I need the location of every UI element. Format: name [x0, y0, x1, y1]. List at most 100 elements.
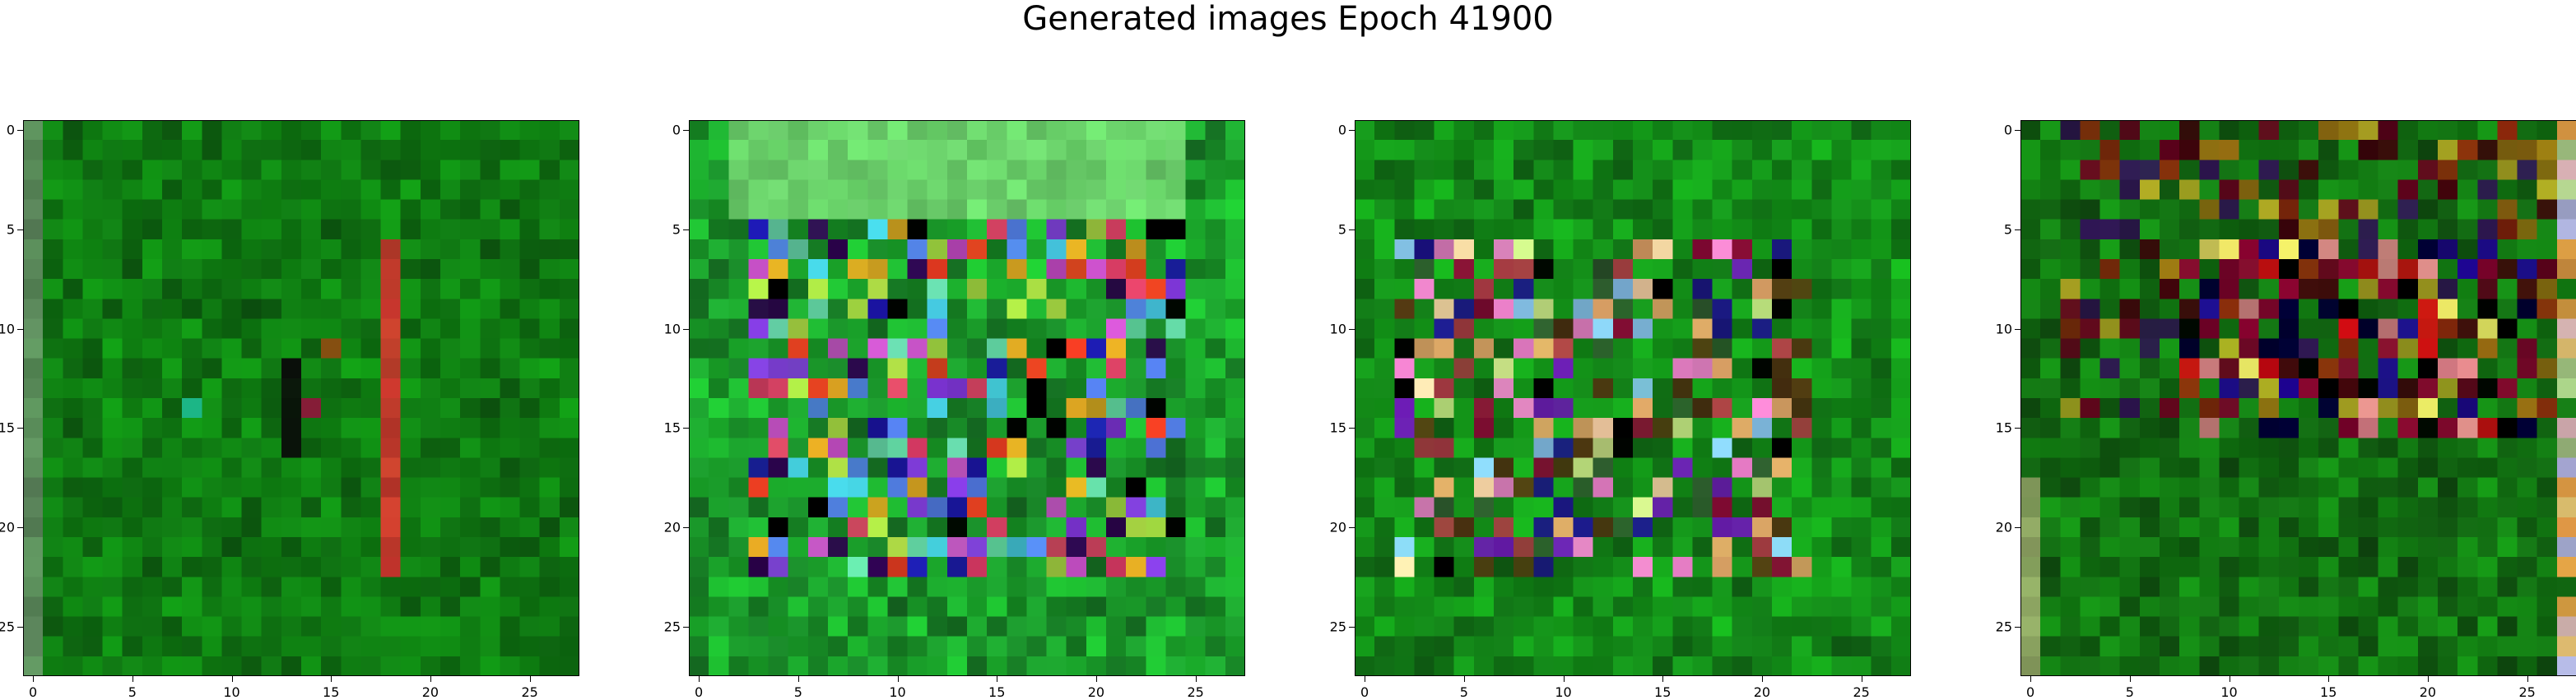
pixel-cell — [261, 596, 282, 618]
pixel-cell — [321, 318, 342, 340]
pixel-cell — [63, 140, 84, 160]
pixel-cell — [1593, 616, 1614, 637]
pixel-cell — [1851, 358, 1872, 379]
pixel-cell — [2397, 577, 2419, 598]
pixel-cell — [241, 318, 263, 340]
pixel-cell — [1007, 398, 1028, 419]
pixel-cell — [2119, 160, 2141, 181]
pixel-cell — [43, 577, 63, 598]
pixel-cell — [539, 378, 560, 399]
pixel-cell — [2258, 477, 2280, 498]
pixel-cell — [460, 378, 481, 399]
pixel-cell — [1225, 438, 1245, 459]
pixel-cell — [23, 497, 44, 518]
pixel-cell — [2497, 636, 2518, 657]
pixel-cell — [1225, 338, 1245, 359]
pixel-cell — [2139, 517, 2160, 538]
pixel-cell — [2160, 517, 2180, 538]
pixel-cell — [1772, 279, 1793, 299]
pixel-cell — [2477, 656, 2499, 676]
pixel-cell — [1811, 596, 1833, 618]
pixel-cell — [728, 199, 750, 220]
pixel-cell — [768, 358, 789, 379]
pixel-cell — [440, 259, 461, 280]
pixel-cell — [788, 497, 809, 518]
pixel-cell — [907, 239, 928, 260]
pixel-cell — [867, 259, 889, 280]
pixel-cell — [2219, 378, 2240, 399]
pixel-cell — [887, 279, 909, 299]
pixel-cell — [82, 517, 104, 538]
pixel-cell — [2060, 477, 2081, 498]
pixel-cell — [281, 279, 302, 299]
pixel-cell — [867, 160, 889, 181]
pixel-cell — [2139, 616, 2160, 637]
pixel-cell — [2219, 596, 2240, 618]
pixel-cell — [380, 120, 402, 141]
pixel-cell — [1831, 636, 1853, 657]
pixel-cell — [748, 160, 770, 181]
pixel-cell — [2517, 378, 2538, 399]
pixel-cell — [1871, 120, 1892, 141]
pixel-cell — [2060, 517, 2081, 538]
pixel-cell — [480, 517, 501, 538]
pixel-cell — [122, 318, 143, 340]
pixel-cell — [202, 596, 223, 618]
pixel-cell — [2258, 318, 2280, 340]
y-tick-mark — [1349, 130, 1355, 132]
pixel-cell — [2239, 636, 2260, 657]
pixel-cell — [2477, 557, 2499, 577]
pixel-cell — [728, 517, 750, 538]
pixel-cell — [1434, 398, 1455, 419]
pixel-cell — [1890, 477, 1911, 498]
pixel-cell — [420, 616, 441, 637]
pixel-cell — [2457, 398, 2478, 419]
pixel-cell — [2397, 418, 2419, 438]
pixel-cell — [987, 239, 1007, 260]
pixel-cell — [1106, 656, 1127, 676]
pixel-cell — [1374, 438, 1395, 459]
pixel-cell — [867, 338, 889, 359]
pixel-cell — [1473, 477, 1495, 498]
pixel-cell — [102, 557, 123, 577]
pixel-cell — [2299, 656, 2319, 676]
pixel-cell — [2299, 438, 2319, 459]
pixel-cell — [1394, 616, 1416, 637]
pixel-cell — [202, 517, 223, 538]
pixel-cell — [1066, 537, 1087, 558]
pixel-cell — [420, 259, 441, 280]
pixel-cell — [301, 477, 322, 498]
pixel-cell — [241, 457, 263, 479]
pixel-cell — [2417, 239, 2439, 260]
pixel-cell — [788, 219, 809, 240]
pixel-cell — [539, 140, 560, 160]
pixel-cell — [202, 438, 223, 459]
pixel-cell — [341, 160, 362, 181]
pixel-cell — [2338, 418, 2360, 438]
pixel-cell — [1494, 239, 1514, 260]
pixel-cell — [162, 318, 183, 340]
pixel-cell — [1751, 398, 1773, 419]
pixel-cell — [102, 577, 123, 598]
pixel-cell — [2160, 378, 2180, 399]
pixel-cell — [2378, 120, 2399, 141]
pixel-cell — [2040, 418, 2061, 438]
pixel-cell — [709, 636, 729, 657]
pixel-cell — [748, 636, 770, 657]
pixel-cell — [539, 616, 560, 637]
pixel-cell — [559, 160, 579, 181]
pixel-cell — [1066, 199, 1087, 220]
pixel-cell — [2556, 219, 2576, 240]
pixel-cell — [1672, 497, 1694, 518]
pixel-cell — [1453, 418, 1475, 438]
pixel-cell — [1792, 418, 1812, 438]
pixel-cell — [1653, 279, 1673, 299]
pixel-cell — [182, 358, 202, 379]
pixel-cell — [2517, 517, 2538, 538]
pixel-cell — [142, 299, 163, 320]
pixel-cell — [1533, 239, 1555, 260]
pixel-cell — [440, 120, 461, 141]
pixel-cell — [1533, 577, 1555, 598]
pixel-cell — [807, 497, 829, 518]
pixel-cell — [2060, 318, 2081, 340]
